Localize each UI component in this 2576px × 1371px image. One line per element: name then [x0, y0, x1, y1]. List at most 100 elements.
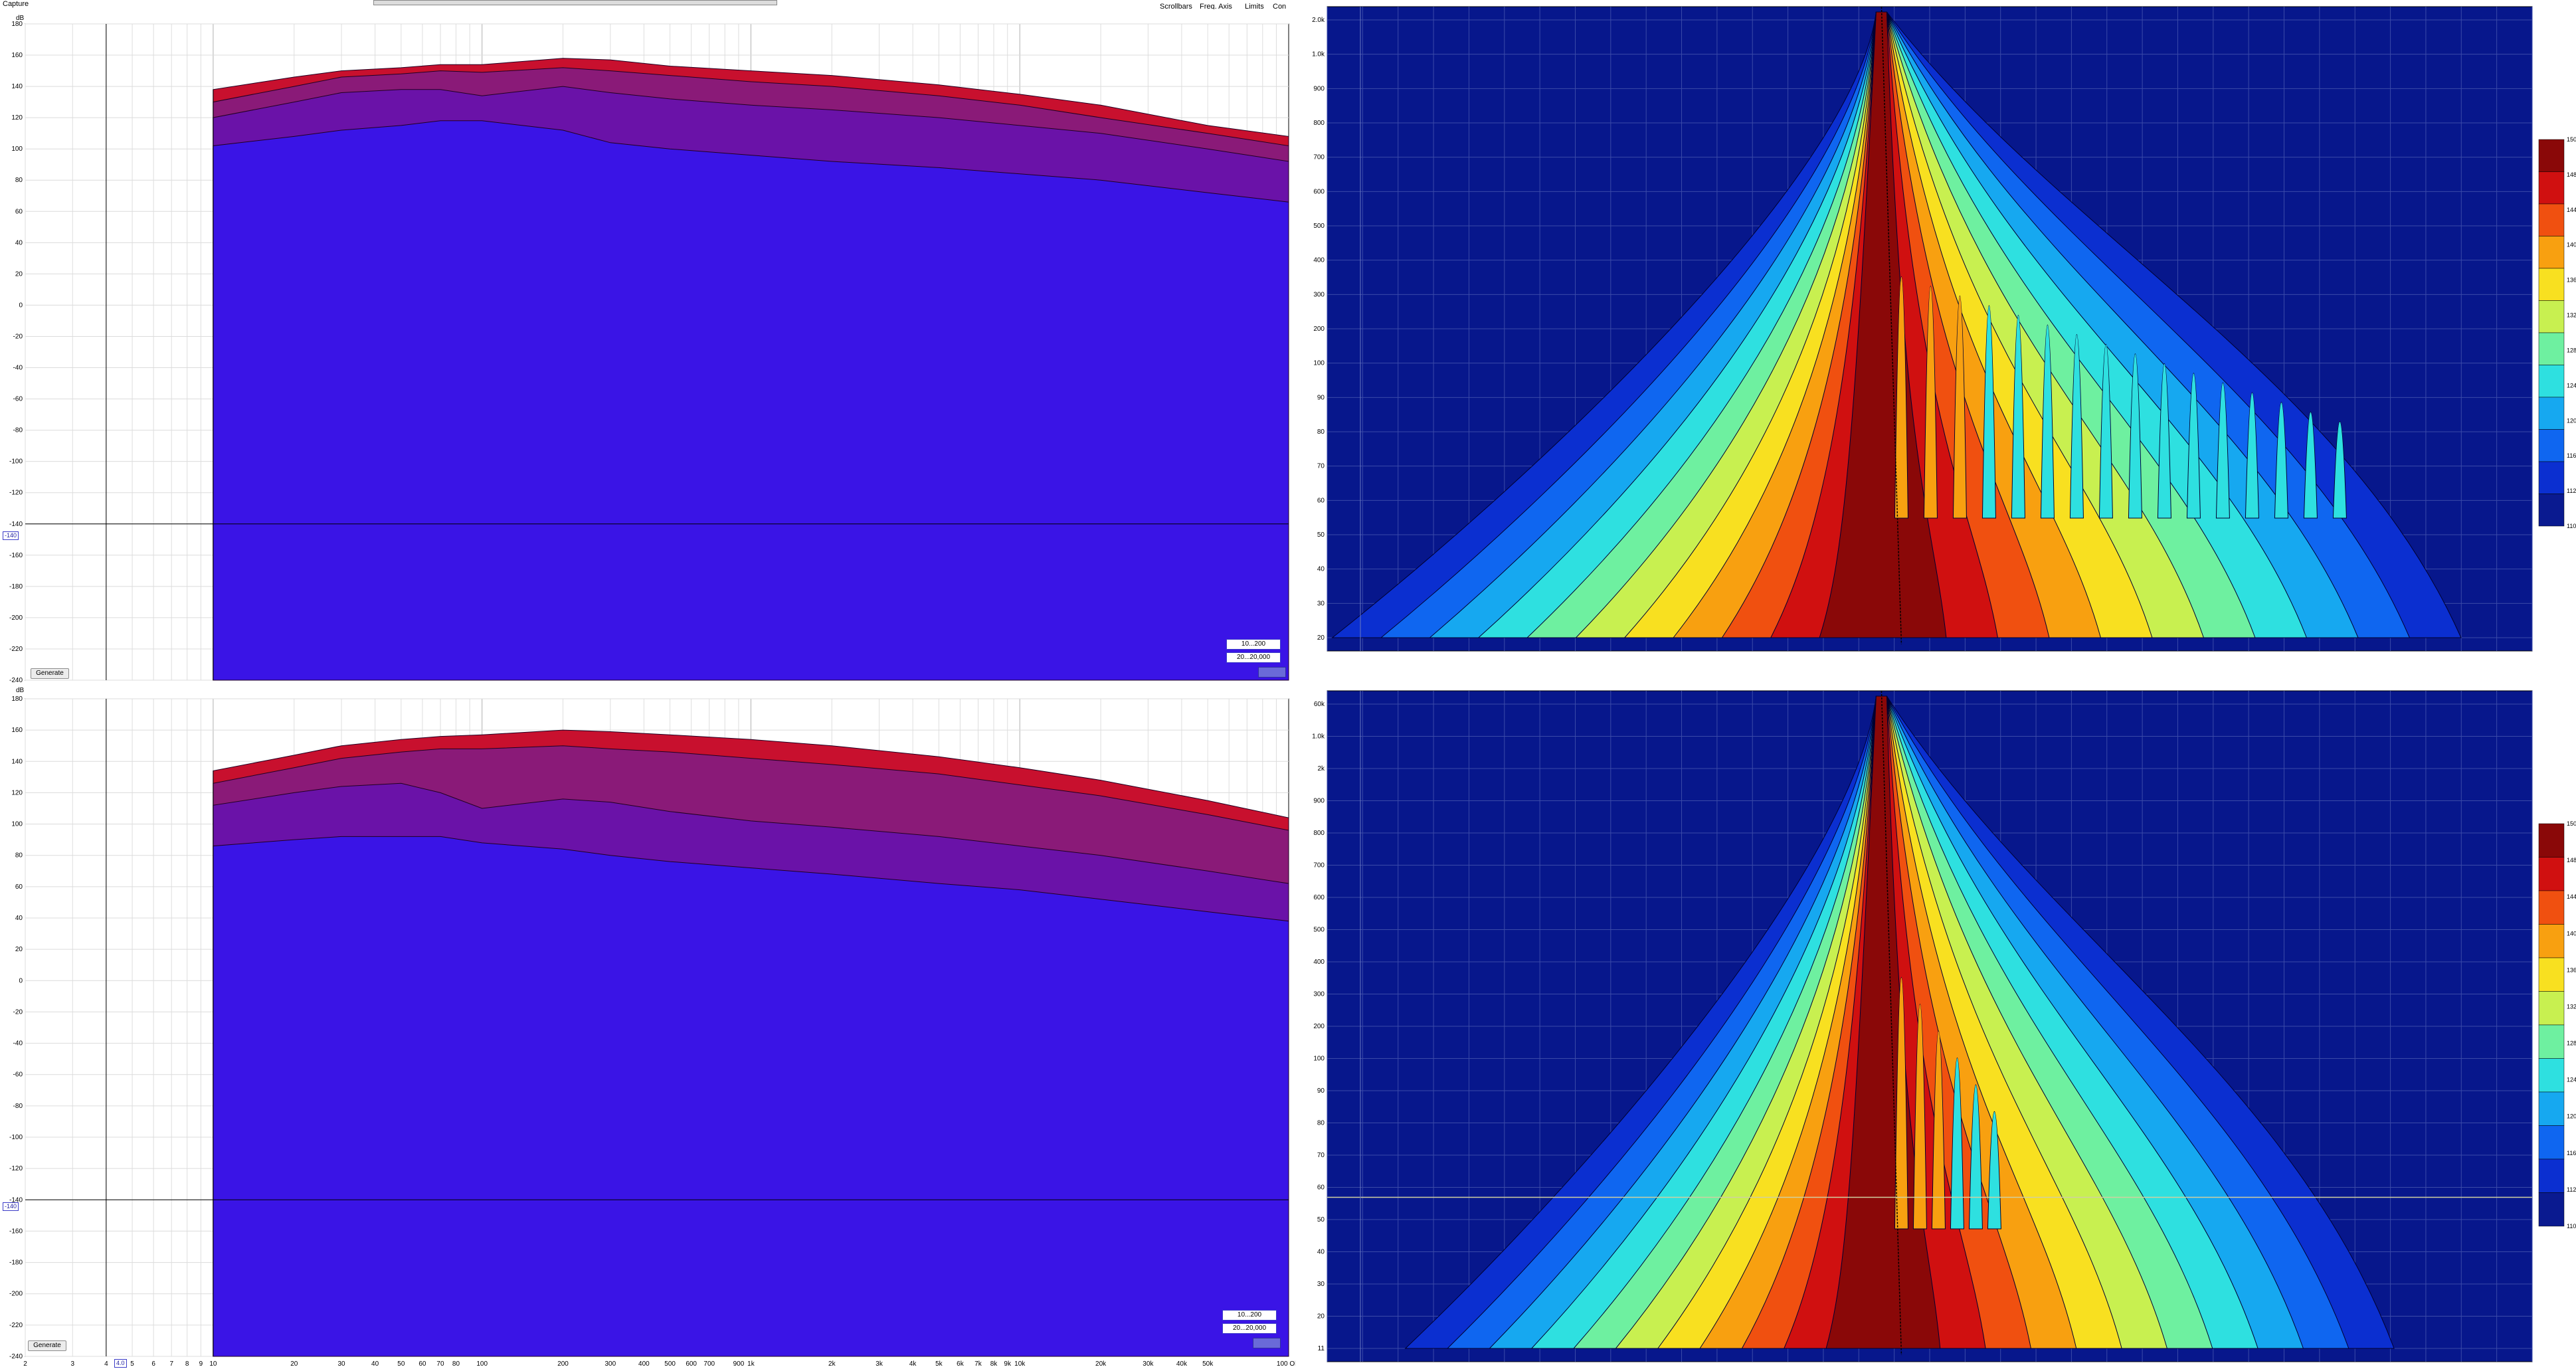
colorbar-segment: [2538, 1192, 2565, 1227]
modal-streak: [2245, 392, 2259, 519]
colorbar-segment: [2538, 991, 2565, 1026]
capture-menu[interactable]: Capture: [3, 0, 29, 8]
colorbar-segment: [2538, 203, 2565, 236]
waterfall-bottom-chart[interactable]: 180160140120100806040200-20-40-60-80-100…: [0, 684, 1295, 1371]
y-cursor-tag: -140: [3, 1202, 19, 1211]
y-tick-label: 140: [11, 758, 23, 765]
y-tick-label: -60: [13, 1071, 23, 1079]
range-20-20000-button[interactable]: 20...20,000: [1222, 1323, 1277, 1334]
y-tick-label: 80: [1317, 1120, 1325, 1127]
modal-streak: [2011, 315, 2025, 519]
x-tick-label: 4: [104, 1360, 108, 1368]
x-tick-label: 900: [733, 1360, 745, 1368]
x-tick-label: 3k: [875, 1360, 883, 1368]
y-tick-label: 60: [15, 208, 23, 215]
y-tick-label: 800: [1313, 830, 1325, 837]
scrollbars-menu[interactable]: Scrollbars: [1160, 3, 1192, 11]
contour-band: [1819, 11, 1947, 638]
colorbar-segment: [2538, 890, 2565, 925]
x-tick-label: 6k: [957, 1360, 965, 1368]
y-tick-label: 180: [11, 695, 23, 703]
y-tick-label: 100: [1313, 1055, 1325, 1063]
modal-streak: [1894, 976, 1908, 1230]
x-tick-label: 600: [686, 1360, 697, 1368]
y-tick-label: 0: [19, 302, 23, 309]
y-tick-label: -100: [9, 458, 23, 466]
x-tick-label: 20: [290, 1360, 298, 1368]
y-tick-label: -160: [9, 1228, 23, 1235]
y-tick-label: 50: [1317, 531, 1325, 539]
colorbar-tick-label: 110: [2567, 1223, 2576, 1230]
y-tick-label: 100: [1313, 360, 1325, 367]
y-tick-label: -40: [13, 1040, 23, 1048]
spectrogram-top-chart[interactable]: 2.0k 1.0k 900 800 700 600 500 400 300 200 100 90 80 7…: [1295, 0, 2576, 684]
range-10-200-button[interactable]: 10...200: [1222, 1310, 1277, 1321]
waterfall-top-chart[interactable]: 180 160 140 120 100 80 60 40 20 0 -20 -40 -60 -80 -100…: [0, 9, 1295, 684]
x-tick-label: 8k: [990, 1360, 998, 1368]
colorbar-tick-label: 120: [2567, 417, 2576, 424]
y-tick-label: 500: [1313, 927, 1325, 934]
x-tick-label: 9k: [1004, 1360, 1012, 1368]
colorbar-tick-label: 112: [2567, 1186, 2576, 1193]
spectrogram-bottom-chart[interactable]: 60k 1.0k 2k 900 800 700 600 500 400 300 200 100 90 80…: [1295, 684, 2576, 1371]
modal-streak: [1950, 1057, 1964, 1230]
colorbar-segment: [2538, 857, 2565, 891]
y-tick-label: 500: [1313, 223, 1325, 230]
generate-button[interactable]: Generate: [28, 1340, 66, 1351]
x-tick-label: 9: [199, 1360, 203, 1368]
x-tick-label: 4k: [909, 1360, 917, 1368]
y-tick-label: -120: [9, 490, 23, 497]
top-scrollbar[interactable]: [373, 0, 777, 5]
y-tick-label: 20: [1317, 634, 1325, 642]
colorbar-tick-label: 136: [2567, 966, 2576, 973]
x-tick-label: 400: [638, 1360, 650, 1368]
limits-menu[interactable]: Limits: [1245, 3, 1264, 11]
generate-button[interactable]: Generate: [31, 668, 69, 679]
y-tick-label: -200: [9, 614, 23, 622]
range-20-20000-button[interactable]: 20...20,000: [1226, 652, 1281, 663]
y-tick-label: 20: [15, 270, 23, 278]
colorbar-segment: [2538, 300, 2565, 333]
modal-streak: [1981, 305, 1996, 519]
x-tick-label: 50k: [1202, 1360, 1214, 1368]
colorbar-tick-label: 132: [2567, 312, 2576, 319]
waterfall-slice: [213, 120, 1289, 681]
y-tick-label: -80: [13, 427, 23, 434]
x-tick-label: 2: [23, 1360, 27, 1368]
freq-axis-menu[interactable]: Freq. Axis: [1200, 3, 1232, 11]
y-tick-label: -200: [9, 1291, 23, 1298]
x-tick-label: 300: [604, 1360, 616, 1368]
y-tick-label: 30: [1317, 600, 1325, 607]
y-tick-label: -100: [9, 1134, 23, 1141]
colorbar-segment: [2538, 236, 2565, 269]
x-tick-label: 10: [209, 1360, 217, 1368]
y-tick-label: 100: [11, 145, 23, 153]
y-tick-label: 120: [11, 114, 23, 122]
modal-streak: [1931, 1030, 1946, 1230]
colorbar-segment: [2538, 139, 2565, 172]
zoom-handle[interactable]: [1253, 1338, 1281, 1348]
colorbar-tick-label: 124: [2567, 1077, 2576, 1083]
x-tick-label: 100 Ohr: [1277, 1360, 1295, 1368]
y-tick-label: 100: [11, 821, 23, 828]
y-tick-label: 60: [15, 883, 23, 891]
colorbar-segment: [2538, 365, 2565, 398]
modal-streak: [1923, 286, 1938, 519]
x-tick-label: 2k: [828, 1360, 836, 1368]
impulse-line: [1881, 690, 1902, 1356]
modal-streak: [2040, 324, 2055, 519]
colorbar-segment: [2538, 823, 2565, 858]
x-tick-label: 40k: [1176, 1360, 1188, 1368]
y-tick-label: 600: [1313, 894, 1325, 901]
y-tick-label: 700: [1313, 154, 1325, 161]
colorbar-tick-label: 110: [2567, 523, 2576, 529]
range-10-200-button[interactable]: 10...200: [1226, 639, 1281, 650]
modal-streak: [1912, 1004, 1927, 1230]
waterfall-slice: [213, 836, 1289, 1357]
controls-menu[interactable]: Con: [1273, 3, 1287, 11]
y-tick-label: 70: [1317, 1152, 1325, 1159]
y-tick-label: 900: [1313, 85, 1325, 92]
y-tick-label: -220: [9, 646, 23, 653]
y-tick-label: -140: [9, 521, 23, 528]
zoom-handle[interactable]: [1258, 667, 1286, 678]
